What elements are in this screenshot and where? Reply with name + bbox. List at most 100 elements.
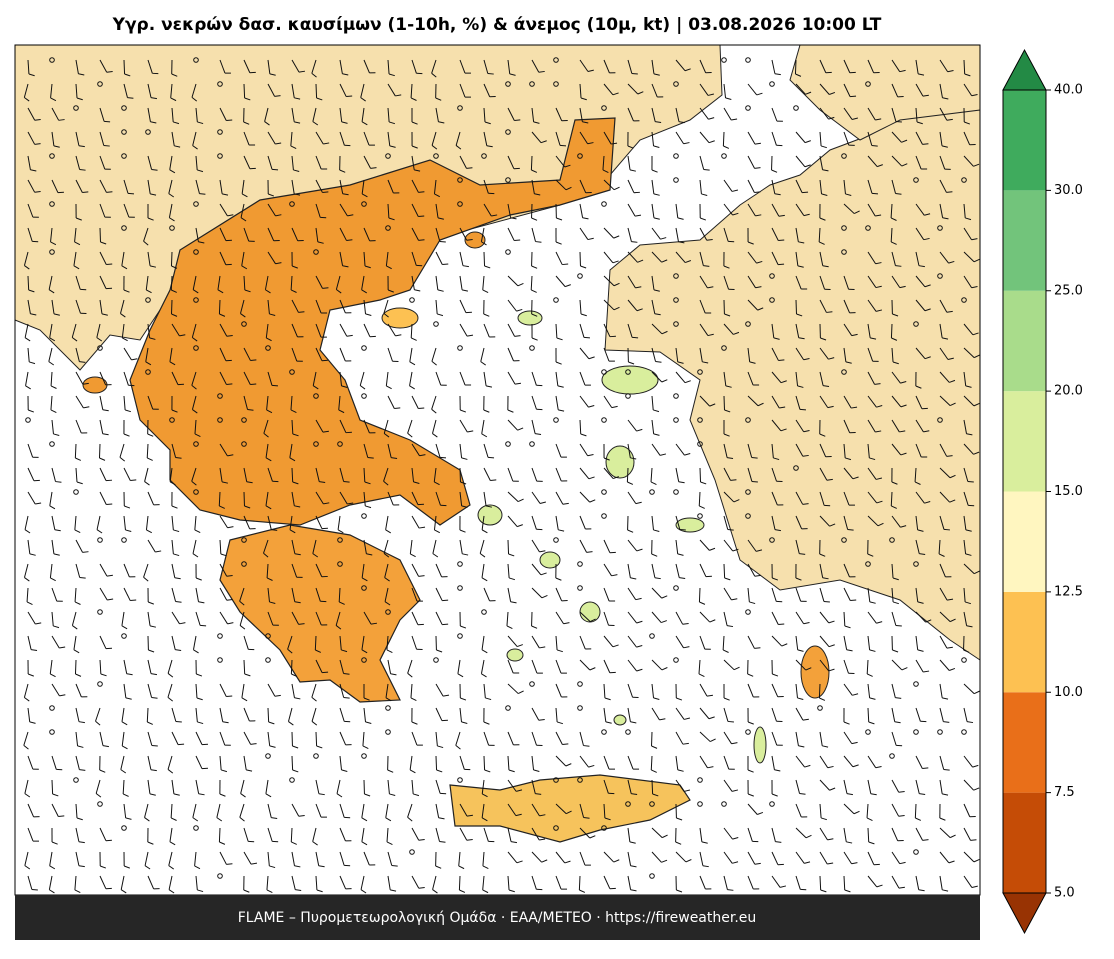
- wind-barb: [124, 60, 125, 74]
- wind-barb-flag: [226, 384, 232, 385]
- wind-barb-flag: [971, 840, 977, 841]
- wind-barb-flag: [419, 576, 425, 577]
- wind-barb-flag: [418, 408, 424, 409]
- wind-barb-flag: [106, 504, 112, 505]
- wind-barb: [292, 756, 293, 770]
- colorbar-tick-label: 10.0: [1054, 685, 1083, 700]
- wind-barb-flag: [152, 170, 158, 171]
- wind-barb-flag: [248, 410, 254, 411]
- colorbar-extend-low: [1003, 893, 1046, 933]
- wind-barb-flag: [730, 480, 736, 481]
- wind-barb-flag: [32, 889, 38, 890]
- wind-barb: [700, 468, 701, 482]
- wind-barb: [75, 444, 76, 458]
- wind-barb: [28, 276, 29, 290]
- colorbar-segment: [1003, 190, 1046, 290]
- colorbar-tick-label: 7.5: [1054, 785, 1075, 800]
- wind-barb-flag: [80, 578, 86, 579]
- wind-barb-flag: [755, 168, 761, 169]
- wind-barb-flag: [176, 458, 182, 459]
- wind-barb-flag: [514, 120, 520, 121]
- map: [15, 45, 980, 895]
- wind-barb-flag: [778, 624, 784, 625]
- wind-barb: [244, 660, 245, 674]
- wind-barb-flag: [226, 864, 232, 865]
- wind-barb-flag: [778, 240, 784, 241]
- wind-barb-flag: [488, 73, 494, 74]
- footer-text: FLAME – Πυρομετεωρολογική Ομάδα · ΕΑΑ/ME…: [238, 910, 757, 926]
- wind-barb: [819, 684, 820, 698]
- colorbar-segment: [1003, 692, 1046, 792]
- wind-barb-flag: [344, 482, 350, 483]
- wind-barb-flag: [346, 240, 352, 241]
- wind-barb-flag: [176, 602, 182, 603]
- wind-barb-flag: [80, 170, 86, 171]
- wind-barb-flag: [322, 192, 328, 193]
- wind-barb-flag: [371, 168, 377, 169]
- wind-barb: [52, 780, 53, 794]
- wind-barb-flag: [250, 384, 256, 385]
- wind-barb-flag: [778, 360, 784, 361]
- wind-barb-flag: [466, 168, 472, 169]
- wind-barb-flag: [440, 241, 446, 242]
- wind-barb-flag: [848, 530, 854, 531]
- wind-barb-flag: [584, 818, 590, 819]
- wind-barb-flag: [923, 840, 929, 841]
- wind-barb-flag: [587, 552, 593, 553]
- colorbar-segment: [1003, 492, 1046, 592]
- wind-barb-flag: [632, 73, 638, 74]
- wind-barb-flag: [130, 600, 136, 601]
- wind-barb: [652, 780, 653, 794]
- wind-barb-flag: [800, 794, 806, 795]
- wind-barb-flag: [728, 529, 734, 530]
- colorbar-tick-label: 15.0: [1054, 484, 1083, 499]
- wind-barb-flag: [442, 600, 448, 601]
- wind-barb-flag: [896, 194, 902, 195]
- wind-barb: [147, 708, 148, 722]
- wind-barb-flag: [728, 721, 734, 722]
- wind-barb: [244, 84, 245, 98]
- wind-barb-flag: [896, 121, 902, 122]
- wind-barb-flag: [298, 312, 304, 313]
- wind-barb-flag: [346, 96, 352, 97]
- wind-barb-flag: [368, 457, 374, 458]
- wind-barb: [531, 156, 532, 170]
- wind-barb-flag: [584, 337, 590, 338]
- wind-barb: [99, 444, 100, 458]
- wind-barb-flag: [130, 480, 136, 481]
- wind-barb-flag: [754, 648, 760, 649]
- wind-barb-flag: [752, 481, 758, 482]
- wind-barb-flag: [344, 674, 350, 675]
- wind-barb-flag: [58, 816, 64, 817]
- wind-barb-flag: [83, 552, 89, 553]
- wind-barb-flag: [152, 745, 158, 746]
- wind-barb: [723, 132, 724, 146]
- wind-barb-flag: [850, 600, 856, 601]
- wind-barb-flag: [275, 96, 281, 97]
- wind-barb-flag: [55, 482, 61, 483]
- colorbar-tick-label: 30.0: [1054, 183, 1083, 198]
- wind-barb-flag: [299, 624, 305, 625]
- wind-barb: [724, 564, 725, 578]
- wind-barb-flag: [104, 145, 110, 146]
- wind-barb-flag: [176, 721, 182, 722]
- wind-barb: [75, 660, 76, 674]
- wind-barb: [316, 84, 317, 98]
- wind-barb-flag: [562, 744, 568, 745]
- wind-barb-flag: [250, 360, 256, 361]
- wind-barb: [219, 300, 220, 314]
- wind-barb-flag: [872, 145, 878, 146]
- wind-barb-flag: [440, 842, 446, 843]
- wind-barb: [292, 468, 293, 482]
- wind-barb: [964, 60, 965, 74]
- wind-barb: [915, 804, 916, 818]
- wind-barb: [315, 636, 316, 650]
- wind-barb-flag: [946, 192, 952, 193]
- wind-barb: [868, 828, 869, 842]
- wind-barb-flag: [442, 624, 448, 625]
- map-title: Υγρ. νεκρών δασ. καυσίμων (1-10h, %) & ά…: [112, 15, 882, 35]
- wind-barb: [891, 324, 892, 338]
- wind-barb-flag: [322, 288, 328, 289]
- wind-barb-flag: [800, 409, 806, 410]
- wind-barb-flag: [106, 264, 112, 265]
